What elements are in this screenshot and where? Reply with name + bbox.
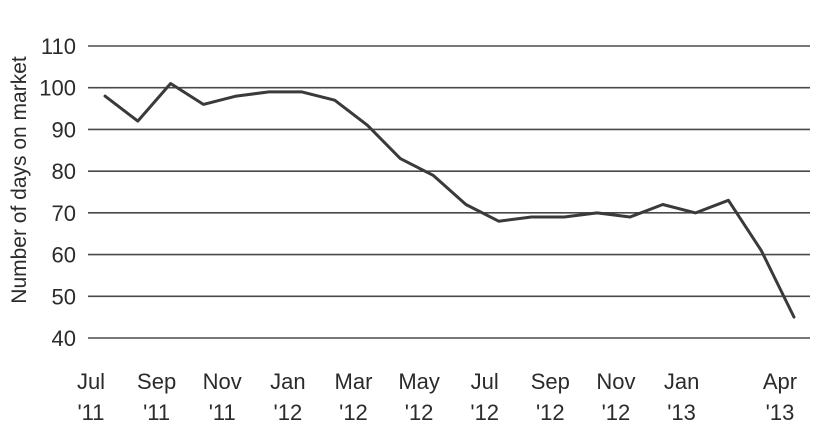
x-tick-label-year: '12 [274,400,303,425]
x-tick-label-month: Nov [203,369,242,394]
x-tick-label-year: '12 [339,400,368,425]
x-tick-label-month: Mar [335,369,373,394]
y-tick-label: 110 [41,34,76,59]
x-tick-label-year: '12 [602,400,631,425]
y-tick-label: 40 [52,326,76,351]
x-tick-label-month: Sep [137,369,176,394]
x-tick-label-year: '12 [470,400,499,425]
x-tick-label-month: Jul [471,369,499,394]
x-tick-label-month: Apr [763,369,797,394]
x-tick-label-year: '11 [143,400,170,425]
y-tick-label: 50 [52,284,76,309]
x-tick-label-year: '12 [405,400,434,425]
y-tick-label: 70 [52,201,76,226]
y-axis-ticks: 40 50 60 70 80 90 100 110 [39,34,76,351]
y-tick-label: 80 [52,159,76,184]
x-tick-label-month: Jul [77,369,105,394]
y-tick-label: 60 [52,243,76,268]
y-tick-label: 90 [52,117,76,142]
x-tick-label-year: '11 [209,400,236,425]
x-tick-label-month: May [398,369,440,394]
x-axis-ticks: Jul '11 Sep '11 Nov '11 Jan '12 Mar '12 May '12 Jul '… [77,369,797,425]
x-tick-label-year: '11 [77,400,104,425]
x-tick-label-month: Jan [270,369,305,394]
x-tick-label-year: '12 [536,400,565,425]
series-group [103,82,796,319]
gridlines [88,45,810,339]
x-tick-label-year: '13 [766,400,795,425]
series-line-0 [103,82,796,319]
y-axis-label: Number of days on market [8,56,31,304]
y-tick-label: 100 [39,76,76,101]
x-tick-label-month: Jan [664,369,699,394]
x-tick-label-month: Nov [596,369,635,394]
x-tick-label-year: '13 [667,400,696,425]
x-tick-label-month: Sep [531,369,570,394]
